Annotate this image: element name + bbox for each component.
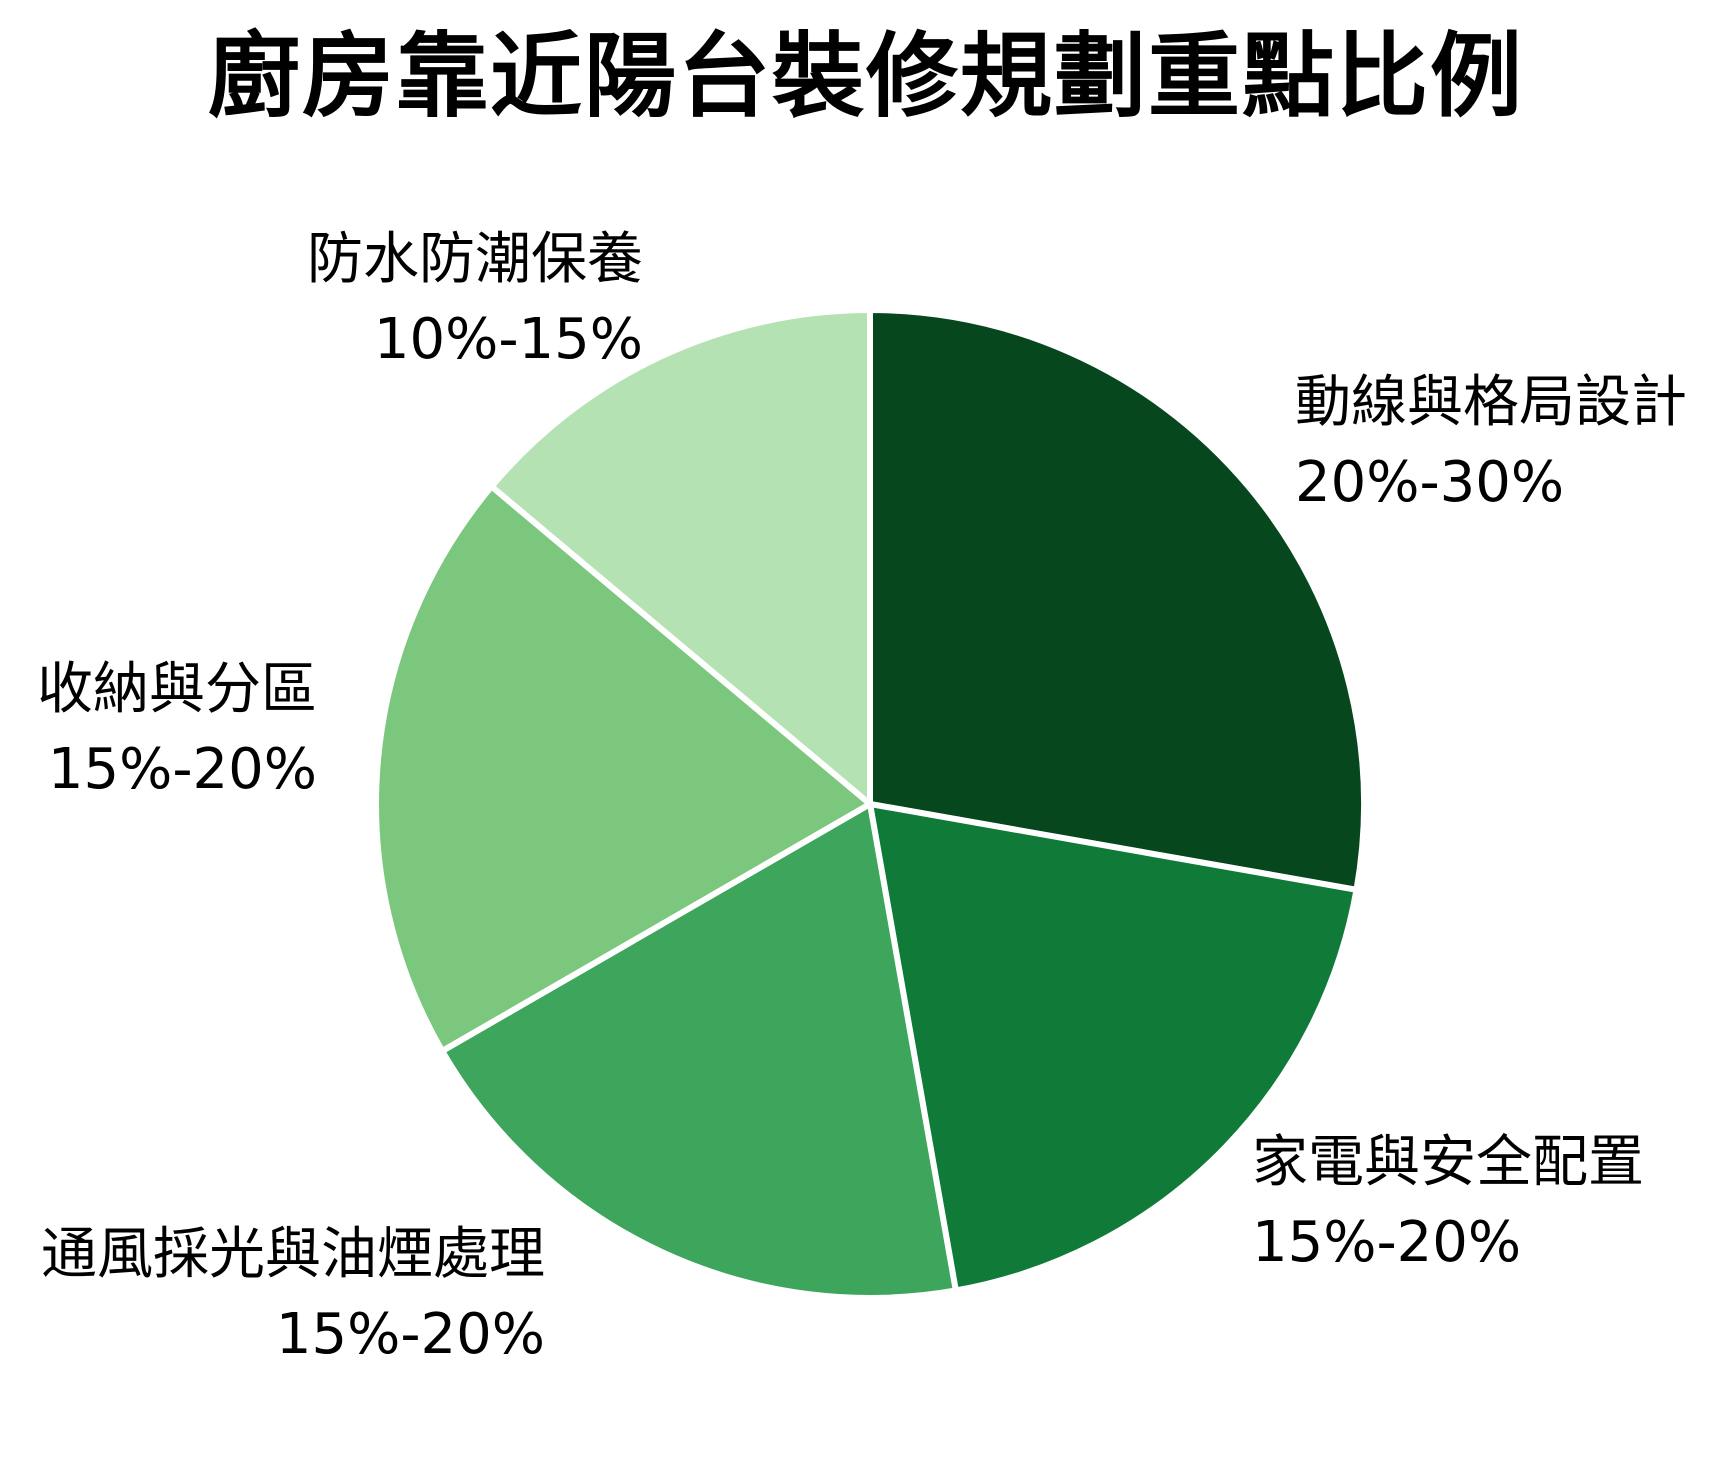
slice-range: 15%-20%: [47, 737, 317, 802]
pie-slice-3: [373, 483, 873, 1054]
slice-range: 20%-30%: [1295, 450, 1565, 515]
slice-label: 防水防潮保養: [307, 227, 643, 292]
slice-label: 通風採光與油煙處理: [41, 1222, 545, 1287]
pie-slice-4: [488, 307, 873, 807]
slice-range: 10%-15%: [373, 307, 643, 372]
slice-callout-ventilation-lighting: 通風採光與油煙處理 15%-20%: [41, 1215, 545, 1375]
slice-callout-storage-zoning: 收納與分區 15%-20%: [37, 650, 317, 810]
slice-label: 收納與分區: [37, 657, 317, 722]
pie-slice-2: [439, 801, 959, 1301]
pie-slice-1: [867, 801, 1360, 1294]
slice-label: 家電與安全配置: [1252, 1130, 1644, 1195]
pie-slice-0: [867, 307, 1367, 893]
slice-callout-appliance-safety: 家電與安全配置 15%-20%: [1252, 1123, 1644, 1283]
slice-callout-circulation-layout: 動線與格局設計 20%-30%: [1295, 363, 1687, 523]
chart-title: 廚房靠近陽台裝修規劃重點比例: [207, 23, 1524, 130]
slice-callout-waterproof-maintenance: 防水防潮保養 10%-15%: [307, 220, 643, 380]
slice-range: 15%-20%: [275, 1302, 545, 1367]
slice-label: 動線與格局設計: [1295, 370, 1687, 435]
slice-range: 15%-20%: [1252, 1210, 1522, 1275]
